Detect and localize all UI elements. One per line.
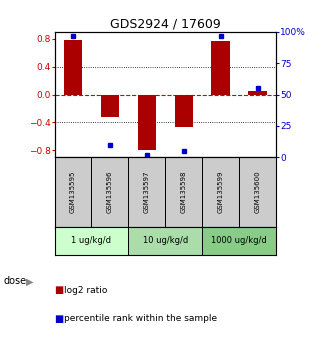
Bar [202, 227, 276, 255]
Bar [55, 157, 91, 227]
Text: 1000 ug/kg/d: 1000 ug/kg/d [211, 236, 267, 245]
Text: percentile rank within the sample: percentile rank within the sample [64, 314, 217, 323]
Bar [138, 95, 156, 150]
Text: log2 ratio: log2 ratio [64, 286, 108, 295]
Text: ■: ■ [55, 285, 64, 295]
Bar [101, 95, 119, 117]
Bar [91, 157, 128, 227]
Bar [175, 95, 193, 127]
Text: GSM135598: GSM135598 [181, 171, 187, 213]
Bar [202, 157, 239, 227]
Bar [212, 41, 230, 95]
Bar [248, 91, 267, 95]
Text: GSM135599: GSM135599 [218, 171, 224, 213]
Text: 1 ug/kg/d: 1 ug/kg/d [72, 236, 111, 245]
Text: ■: ■ [55, 314, 64, 324]
Bar [239, 157, 276, 227]
Text: 10 ug/kg/d: 10 ug/kg/d [143, 236, 188, 245]
Title: GDS2924 / 17609: GDS2924 / 17609 [110, 18, 221, 31]
Bar [165, 157, 202, 227]
Text: ▶: ▶ [26, 276, 33, 286]
Text: GSM135596: GSM135596 [107, 171, 113, 213]
Bar [128, 157, 165, 227]
Text: GSM135595: GSM135595 [70, 171, 76, 213]
Bar [64, 40, 82, 95]
Text: GSM135600: GSM135600 [255, 171, 261, 213]
Bar [128, 227, 202, 255]
Text: GSM135597: GSM135597 [144, 171, 150, 213]
Text: dose: dose [3, 276, 26, 286]
Bar [55, 227, 128, 255]
